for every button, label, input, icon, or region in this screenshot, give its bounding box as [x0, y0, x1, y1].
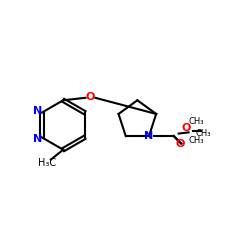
Text: CH₃: CH₃ [196, 129, 211, 138]
Text: H₃C: H₃C [38, 158, 56, 168]
Text: O: O [182, 123, 191, 133]
Text: N: N [34, 134, 43, 143]
Text: CH₃: CH₃ [188, 117, 204, 126]
Text: N: N [34, 106, 43, 117]
Text: CH₃: CH₃ [188, 136, 204, 145]
Text: O: O [175, 139, 184, 149]
Text: O: O [86, 92, 95, 102]
Text: N: N [144, 131, 154, 141]
